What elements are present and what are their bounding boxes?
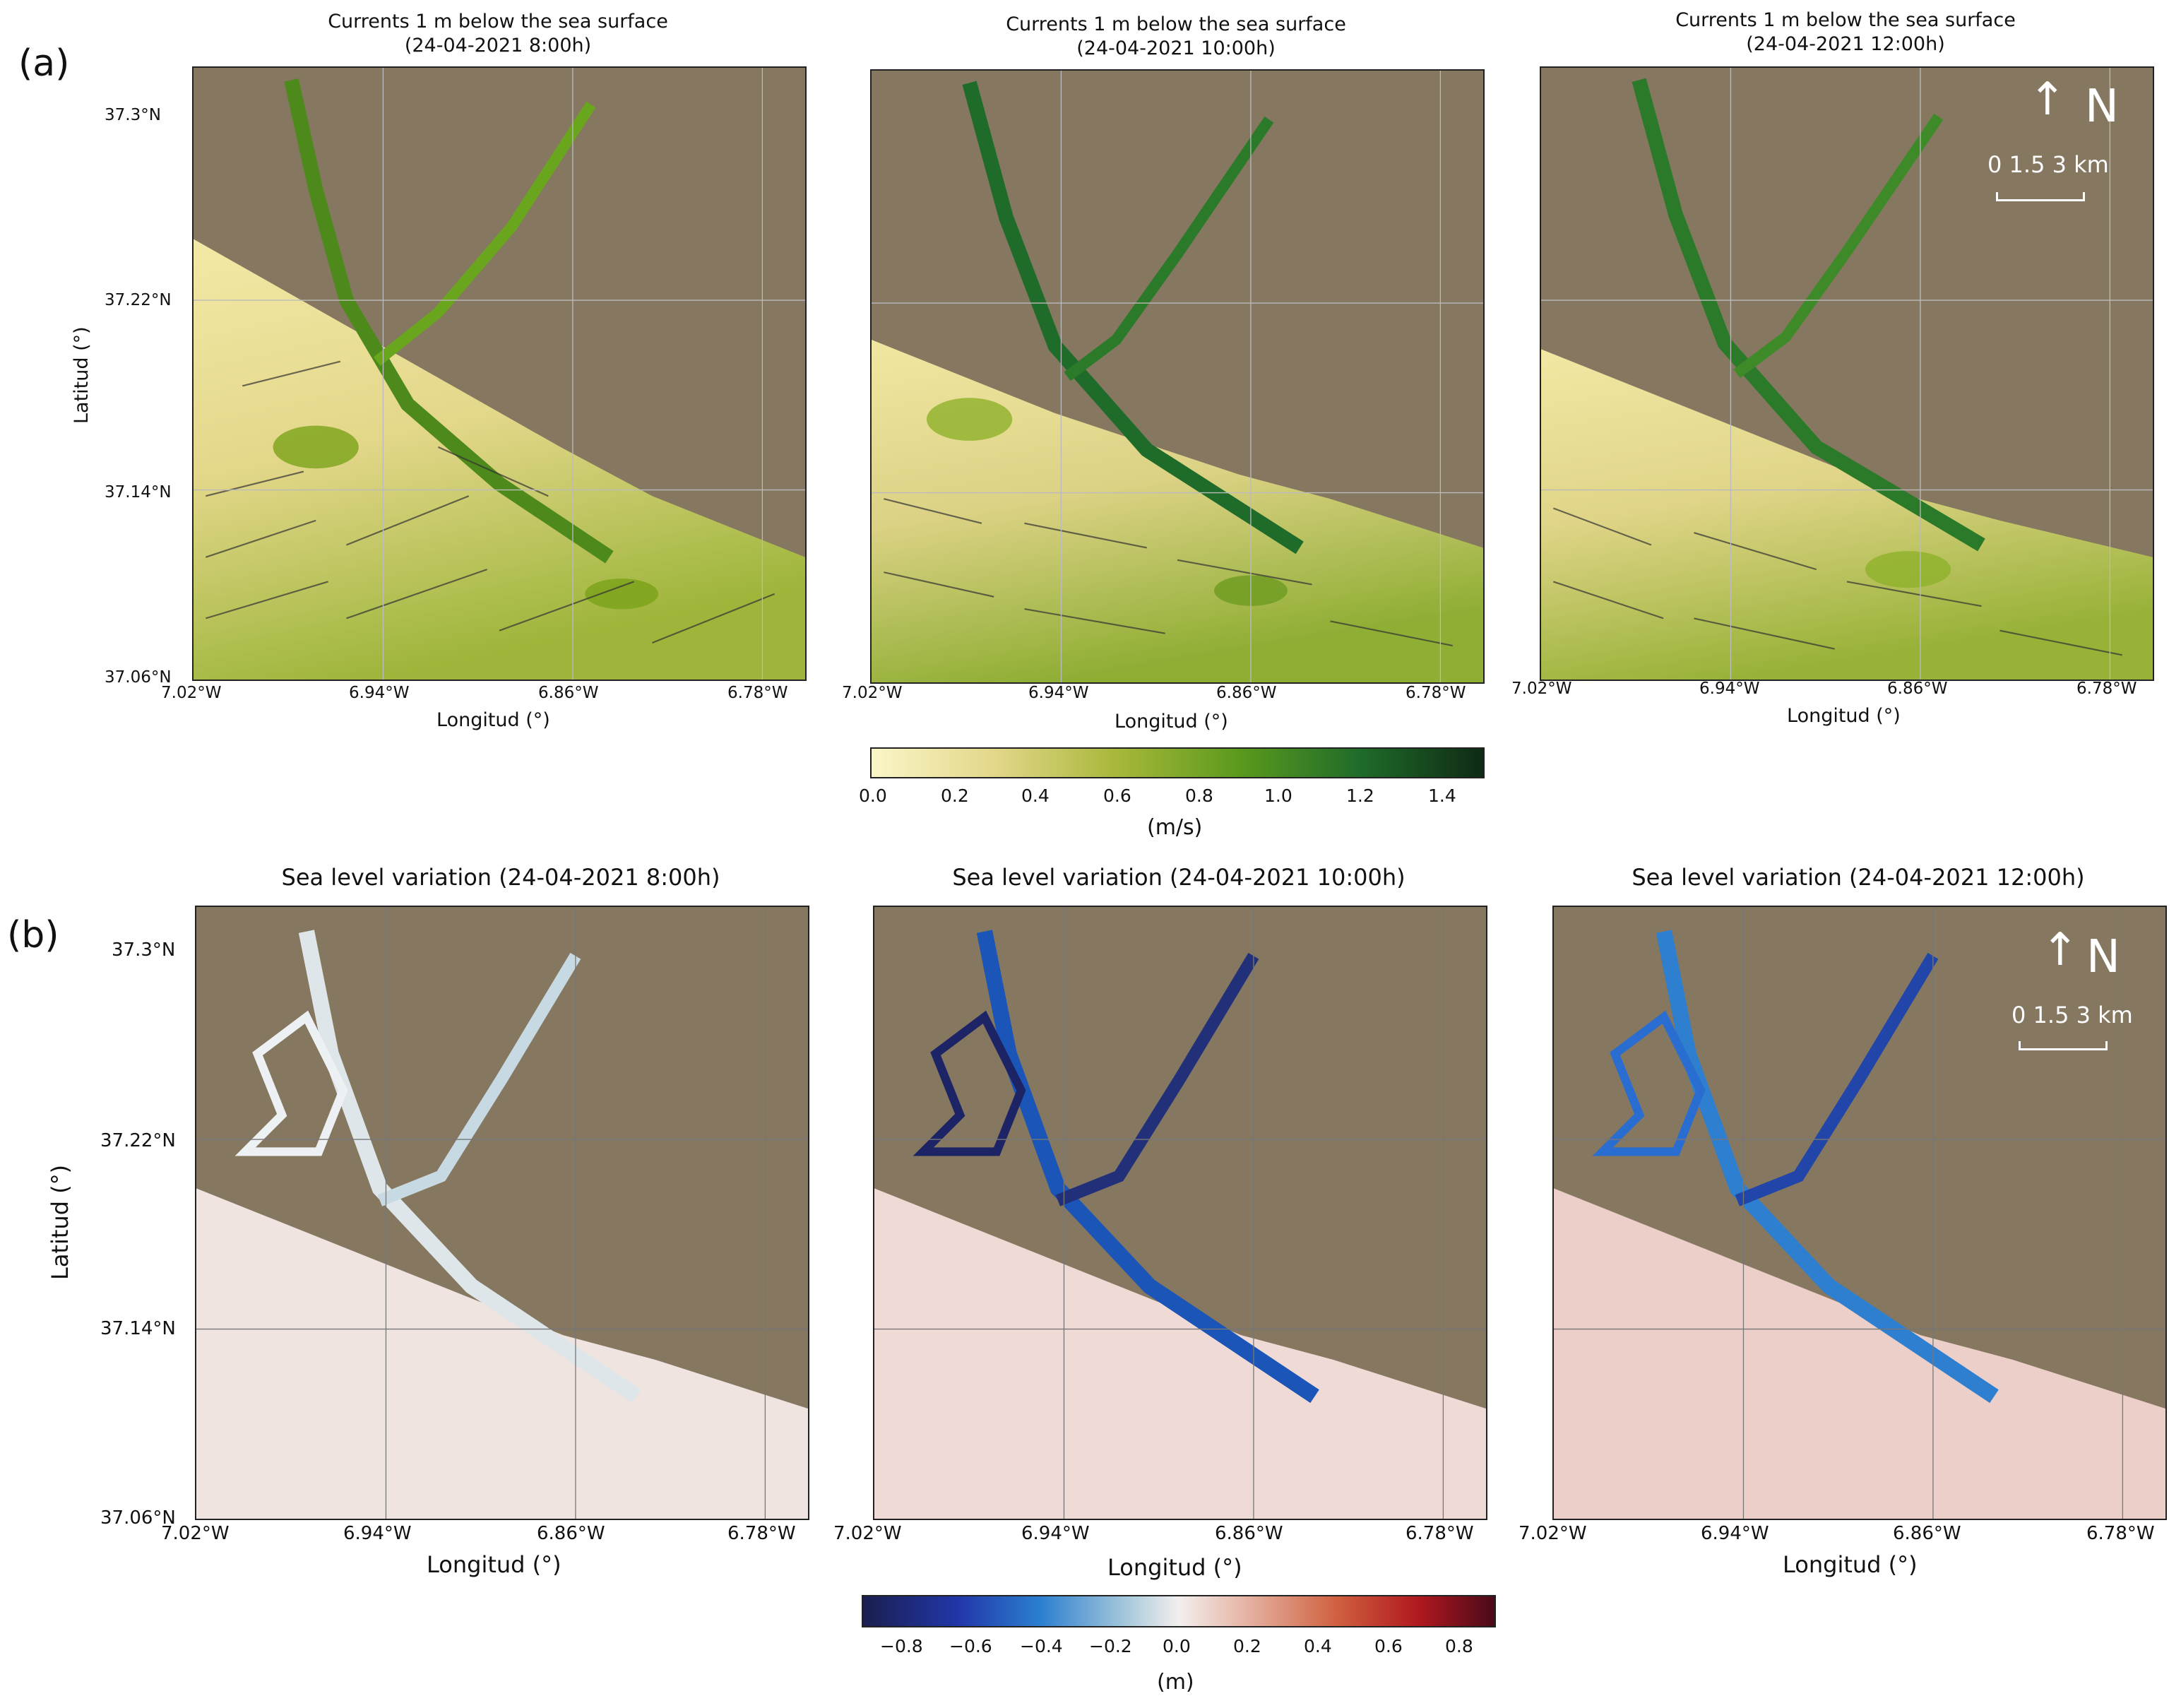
a-ylabel: Latitud (°)	[71, 326, 93, 424]
panel-a-label: (a)	[18, 42, 70, 85]
b-ylabel: Latitud (°)	[47, 1164, 73, 1280]
b3-xtick-3: 6.78°W	[2086, 1523, 2155, 1544]
a2-xtick-0: 7.02°W	[842, 684, 903, 702]
b2-xtick-3: 6.78°W	[1406, 1523, 1474, 1544]
a1-xtick-3: 6.78°W	[727, 684, 788, 702]
b-ytick-1: 37.22°N	[100, 1130, 176, 1151]
sea-level-colorbar	[862, 1595, 1496, 1627]
b2-xtick-2: 6.86°W	[1215, 1523, 1283, 1544]
a-cbar-tick-4: 0.8	[1185, 785, 1213, 806]
a3-xtick-2: 6.86°W	[1887, 680, 1948, 698]
a-cbar-tick-2: 0.4	[1021, 785, 1050, 806]
b-cbar-tick-6: 0.4	[1304, 1636, 1332, 1656]
b-cbar-tick-2: −0.4	[1020, 1636, 1063, 1656]
north-label-a: N	[2085, 81, 2119, 133]
map-b3: ↑ N 0 1.5 3 km	[1552, 906, 2167, 1520]
b-ytick-0: 37.3°N	[112, 939, 176, 961]
map-a2	[870, 69, 1485, 684]
b-cbar-label: (m)	[1157, 1670, 1194, 1695]
a-ytick-1: 37.22°N	[105, 291, 172, 309]
b1-xtick-0: 7.02°W	[161, 1523, 230, 1544]
b3-xlabel: Longitud (°)	[1783, 1551, 1918, 1578]
a3-xtick-1: 6.94°W	[1699, 680, 1760, 698]
a-ytick-2: 37.14°N	[105, 483, 172, 502]
panel-b-label: (b)	[7, 914, 59, 956]
b3-xtick-2: 6.86°W	[1893, 1523, 1961, 1544]
b2-xtick-0: 7.02°W	[833, 1523, 902, 1544]
b2-xlabel: Longitud (°)	[1107, 1554, 1242, 1581]
a-cbar-tick-6: 1.2	[1346, 785, 1374, 806]
b1-xtick-2: 6.86°W	[537, 1523, 605, 1544]
b-cbar-tick-1: −0.6	[949, 1636, 992, 1656]
b-cbar-tick-5: 0.2	[1233, 1636, 1261, 1656]
a3-xtick-0: 7.02°W	[1511, 680, 1572, 698]
currents-colorbar	[870, 747, 1485, 778]
a3-xlabel: Longitud (°)	[1787, 705, 1901, 727]
a1-xtick-0: 7.02°W	[161, 684, 222, 702]
map-b1-title: Sea level variation (24-04-2021 8:00h)	[281, 864, 720, 891]
b3-xtick-1: 6.94°W	[1701, 1523, 1769, 1544]
map-a3-title: Currents 1 m below the sea surface (24-0…	[1675, 9, 2016, 55]
map-a3: ↑ N 0 1.5 3 km	[1540, 66, 2154, 681]
a-ytick-3: 37.06°N	[105, 668, 172, 687]
sea-level-map-12h	[1554, 907, 2165, 1519]
map-a1-title: Currents 1 m below the sea surface (24-0…	[328, 11, 668, 57]
a2-xlabel: Longitud (°)	[1115, 711, 1228, 733]
a1-xlabel: Longitud (°)	[436, 709, 550, 731]
map-b2-title: Sea level variation (24-04-2021 10:00h)	[952, 864, 1406, 891]
a-cbar-tick-5: 1.0	[1264, 785, 1292, 806]
b-ytick-2: 37.14°N	[100, 1318, 176, 1339]
a2-xtick-1: 6.94°W	[1028, 684, 1089, 702]
north-arrow-icon: ↑	[2028, 73, 2067, 126]
b-cbar-tick-4: 0.0	[1163, 1636, 1191, 1656]
a-cbar-tick-1: 0.2	[941, 785, 969, 806]
a3-xtick-3: 6.78°W	[2076, 680, 2137, 698]
map-b3-title: Sea level variation (24-04-2021 12:00h)	[1632, 864, 2085, 891]
a2-xtick-2: 6.86°W	[1216, 684, 1277, 702]
map-a2-title: Currents 1 m below the sea surface (24-0…	[1006, 13, 1346, 59]
a-cbar-tick-0: 0.0	[859, 785, 887, 806]
map-b1	[195, 906, 809, 1520]
map-b2	[873, 906, 1487, 1520]
currents-map-12h	[1541, 68, 2153, 680]
a1-xtick-2: 6.86°W	[538, 684, 599, 702]
currents-map-8h	[194, 68, 805, 680]
scale-bar-label-b: 0 1.5 3 km	[2011, 1002, 2133, 1028]
b-cbar-tick-8: 0.8	[1445, 1636, 1473, 1656]
sea-level-map-10h	[874, 907, 1486, 1519]
scale-bar-icon-b	[2019, 1041, 2108, 1050]
b1-xtick-1: 6.94°W	[343, 1523, 412, 1544]
a2-xtick-3: 6.78°W	[1406, 684, 1466, 702]
a-cbar-tick-3: 0.6	[1103, 785, 1131, 806]
a-ytick-0: 37.3°N	[105, 106, 161, 124]
b1-xlabel: Longitud (°)	[427, 1551, 561, 1578]
b1-xtick-3: 6.78°W	[727, 1523, 796, 1544]
b3-xtick-0: 7.02°W	[1519, 1523, 1587, 1544]
north-arrow-icon-b: ↑	[2041, 924, 2079, 976]
b-cbar-tick-0: −0.8	[880, 1636, 923, 1656]
a1-xtick-1: 6.94°W	[349, 684, 410, 702]
scale-bar-icon	[1996, 192, 2085, 201]
map-a1	[192, 66, 807, 681]
north-label-b: N	[2086, 931, 2120, 983]
b-ytick-3: 37.06°N	[100, 1507, 176, 1529]
a-cbar-tick-7: 1.4	[1428, 785, 1456, 806]
sea-level-map-8h	[196, 907, 808, 1519]
currents-map-10h	[872, 71, 1483, 682]
b-cbar-tick-7: 0.6	[1374, 1636, 1403, 1656]
b-cbar-tick-3: −0.2	[1089, 1636, 1132, 1656]
scale-bar-label-a: 0 1.5 3 km	[1987, 151, 2109, 178]
a-cbar-label: (m/s)	[1147, 815, 1203, 840]
b2-xtick-1: 6.94°W	[1021, 1523, 1090, 1544]
